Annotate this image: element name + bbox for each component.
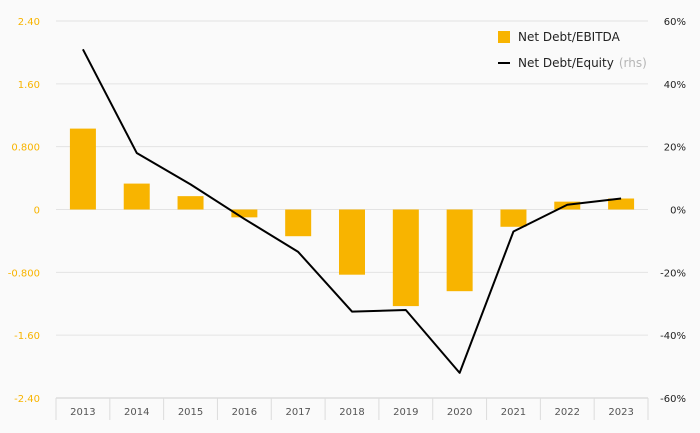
- bar: [231, 209, 258, 218]
- right-axis: 60% 40% 20% 0% -20% -40% -60%: [660, 17, 686, 405]
- x-axis-tick-label: 2016: [232, 407, 257, 418]
- x-axis-tick-label: 2018: [339, 407, 364, 418]
- legend: Net Debt/EBITDA Net Debt/Equity (rhs): [498, 27, 647, 79]
- legend-item-net-debt-ebitda: Net Debt/EBITDA: [498, 27, 647, 47]
- bar: [500, 209, 527, 227]
- legend-bar-swatch: [498, 31, 510, 43]
- right-axis-tick-label: -40%: [660, 331, 686, 342]
- x-axis-tick-label: 2020: [447, 407, 472, 418]
- left-axis-tick-label: 0: [34, 206, 40, 217]
- bar: [608, 198, 635, 210]
- right-axis-tick-label: 0%: [670, 206, 686, 217]
- series-line: [82, 48, 622, 374]
- x-axis: 2013 2014 2015 2016 2017 2018 2019 2020 2021 2022…: [55, 398, 649, 420]
- right-axis-tick-label: 20%: [664, 143, 686, 154]
- bar: [285, 209, 312, 237]
- right-axis-tick-label: 40%: [664, 80, 686, 91]
- legend-line-swatch: [498, 62, 510, 64]
- legend-label-rhs: (rhs): [618, 56, 647, 70]
- x-axis-tick-label: 2022: [555, 407, 580, 418]
- left-axis-tick-label: -2.40: [14, 394, 40, 405]
- grid: [56, 20, 648, 399]
- x-axis-tick-label: 2019: [393, 407, 418, 418]
- x-axis-tick-label: 2015: [178, 407, 203, 418]
- left-axis: 2.40 1.60 0.800 0 -0.800 -1.60 -2.40: [8, 17, 40, 405]
- right-axis-tick-label: 60%: [664, 17, 686, 28]
- x-axis-tick-label: 2013: [70, 407, 95, 418]
- left-axis-tick-label: 0.800: [11, 143, 40, 154]
- legend-item-net-debt-equity: Net Debt/Equity (rhs): [498, 53, 647, 73]
- bar: [392, 209, 419, 307]
- left-axis-tick-label: 2.40: [18, 17, 40, 28]
- bars: [69, 128, 635, 307]
- legend-label-net-debt-ebitda: Net Debt/EBITDA: [518, 30, 620, 44]
- left-axis-tick-label: 1.60: [18, 80, 40, 91]
- x-axis-tick-label: 2017: [285, 407, 310, 418]
- x-axis-tick-label: 2021: [501, 407, 526, 418]
- line-series: [82, 48, 622, 374]
- right-axis-tick-label: -60%: [660, 394, 686, 405]
- right-axis-tick-label: -20%: [660, 268, 686, 279]
- bar: [177, 196, 204, 210]
- legend-label-net-debt-equity: Net Debt/Equity: [518, 56, 614, 70]
- x-axis-tick-label: 2014: [124, 407, 149, 418]
- left-axis-tick-label: -1.60: [14, 331, 40, 342]
- bar: [339, 209, 365, 275]
- bar: [446, 209, 473, 292]
- bar: [123, 183, 150, 210]
- x-axis-tick-label: 2023: [608, 407, 633, 418]
- left-axis-tick-label: -0.800: [8, 268, 40, 279]
- bar: [69, 128, 96, 210]
